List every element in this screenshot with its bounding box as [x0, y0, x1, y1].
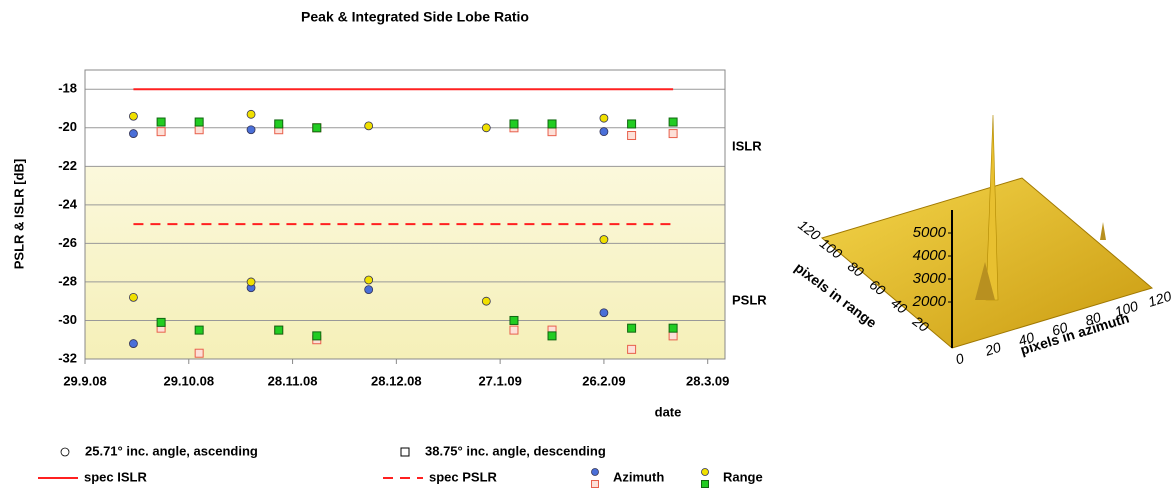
point — [246, 125, 256, 135]
point — [194, 125, 204, 135]
legend-marker — [60, 447, 70, 457]
y-tick-label: -26 — [58, 235, 77, 250]
point — [627, 323, 637, 333]
x-tick-label: 29.10.08 — [163, 373, 214, 388]
point — [627, 119, 637, 129]
x-axis-label: date — [655, 404, 682, 419]
y-tick-label: -18 — [58, 81, 77, 96]
z-tick-label: 2000 — [912, 293, 947, 310]
legend-label: Azimuth — [613, 469, 664, 484]
point — [599, 127, 609, 137]
x-tick-label: 26.2.09 — [582, 373, 625, 388]
point — [129, 339, 138, 348]
x-tick-label: 29.9.08 — [63, 373, 106, 388]
point — [129, 292, 138, 302]
point — [547, 119, 557, 129]
point — [312, 123, 322, 133]
y-tick-label: -22 — [58, 158, 77, 173]
y-axis-label: PSLR & ISLR [dB] — [11, 159, 26, 270]
z-tick-label: 3000 — [913, 270, 947, 287]
x-tick-label: 20 — [982, 339, 1003, 359]
point — [274, 325, 284, 335]
point — [668, 331, 678, 341]
point — [668, 129, 678, 139]
point — [129, 111, 138, 121]
z-tick-label: 4000 — [913, 247, 947, 264]
point — [591, 480, 599, 488]
point — [129, 129, 138, 138]
region-label: PSLR — [732, 293, 767, 308]
x-tick-label: 27.1.09 — [478, 373, 521, 388]
point — [668, 323, 678, 333]
z-tick-label: 5000 — [913, 224, 947, 241]
y-tick-label: -30 — [58, 312, 77, 327]
y-tick-label: -32 — [58, 350, 77, 365]
point — [364, 121, 374, 131]
point — [194, 348, 204, 358]
y-tick-label: -28 — [58, 273, 77, 288]
legend-label: 25.71° inc. angle, ascending — [85, 443, 258, 458]
point — [194, 117, 204, 127]
point — [509, 325, 519, 335]
point — [509, 119, 519, 129]
point — [701, 480, 709, 488]
point — [364, 275, 374, 285]
point — [701, 468, 709, 476]
point — [627, 344, 637, 354]
x-tick-label: 120 — [1146, 288, 1172, 310]
x-tick-label: 28.3.09 — [686, 373, 729, 388]
point — [481, 296, 491, 306]
y-tick-label: -20 — [58, 119, 77, 134]
x-tick-label: 80 — [1083, 309, 1103, 329]
y-tick-label: 120 — [795, 217, 823, 244]
y-tick-label: -24 — [58, 196, 78, 211]
point — [481, 123, 491, 133]
point — [156, 117, 166, 127]
point — [509, 315, 519, 325]
point — [591, 468, 599, 476]
point — [246, 109, 256, 119]
point — [156, 127, 166, 137]
point — [627, 131, 637, 141]
point — [599, 308, 609, 318]
x-tick-label: 60 — [1050, 319, 1070, 339]
x-tick-label: 100 — [1113, 298, 1140, 320]
legend-label: 38.75° inc. angle, descending — [425, 443, 606, 458]
point — [246, 277, 256, 287]
point — [599, 235, 609, 244]
legend-label: spec PSLR — [429, 469, 498, 484]
point — [194, 325, 204, 335]
point — [364, 285, 374, 295]
point — [547, 127, 557, 137]
x-tick-label: 28.12.08 — [371, 373, 422, 388]
legend-marker — [400, 447, 410, 457]
x-tick-label: 40 — [1016, 329, 1036, 349]
surface-floor — [820, 177, 1154, 349]
region-label: ISLR — [732, 139, 762, 154]
chart-title: Peak & Integrated Side Lobe Ratio — [301, 9, 529, 25]
plot-frame — [84, 69, 726, 360]
point — [312, 331, 322, 341]
surface-bump — [1100, 222, 1106, 240]
x-tick-label: 0 — [954, 350, 966, 368]
pslr-region — [85, 166, 725, 359]
point — [156, 317, 166, 327]
x-tick-label: 28.11.08 — [268, 373, 318, 388]
surface-bump — [975, 262, 995, 300]
point — [547, 331, 557, 341]
point — [599, 113, 609, 123]
legend-label: spec ISLR — [84, 469, 147, 484]
legend-label: Range — [723, 469, 763, 484]
point — [668, 117, 678, 127]
point — [274, 119, 284, 129]
